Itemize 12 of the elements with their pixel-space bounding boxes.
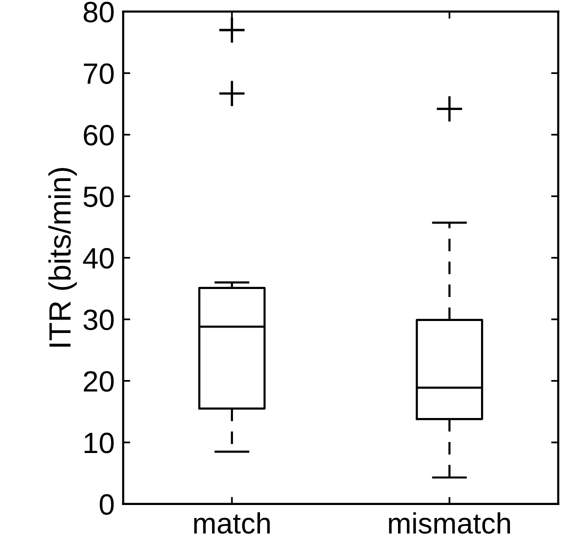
- y-tick-label: 70: [84, 63, 114, 84]
- y-tick-label: 30: [84, 310, 114, 330]
- y-tick-label: 10: [84, 432, 114, 454]
- y-tick-label: 0: [100, 494, 114, 515]
- y-tick-label: 80: [84, 2, 114, 22]
- y-tick-label: 60: [84, 124, 114, 146]
- x-tick-label: mismatch: [389, 512, 510, 534]
- y-tick-label: 20: [84, 371, 114, 392]
- x-tick-label: match: [194, 512, 270, 534]
- y-tick-label: 50: [84, 186, 114, 208]
- y-axis-title: ITR (bits/min): [48, 168, 77, 347]
- y-tick-label: 40: [83, 248, 114, 269]
